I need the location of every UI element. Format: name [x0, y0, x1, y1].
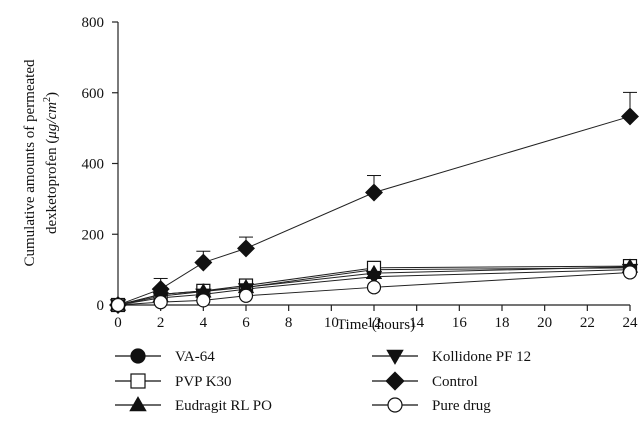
legend-marker-kollidone-pf-12: [386, 349, 404, 365]
y-axis-title-sup: 2: [42, 97, 53, 102]
legend-marker-control: [385, 371, 405, 391]
legend-item-eudragit-rl-po: Eudragit RL PO: [115, 396, 272, 414]
legend-label: Pure drug: [432, 398, 491, 414]
kollidone-pf-12-line: [117, 269, 631, 306]
x-tick-label: 14: [409, 315, 425, 331]
x-tick-label: 10: [324, 315, 339, 331]
y-tick-label: 0: [97, 298, 105, 314]
x-tick-label: 16: [452, 315, 468, 331]
legend-marker-va-64: [130, 348, 146, 364]
y-axis-title-2: dexketoprofen (μg/cm2): [42, 92, 60, 234]
series-markers: [109, 107, 639, 314]
x-tick-label: 22: [580, 315, 595, 331]
control-point: [237, 239, 255, 258]
y-tick-label: 600: [82, 86, 105, 102]
control-point: [621, 107, 639, 126]
pure-drug-point: [366, 280, 382, 295]
legend-label: VA-64: [175, 349, 215, 365]
legend-item-pvp-k30: PVP K30: [115, 373, 232, 390]
x-tick-label: 6: [242, 315, 250, 331]
x-tick-label: 12: [367, 315, 382, 331]
x-tick-label: 24: [623, 315, 639, 331]
y-axis-title-line1: Cumulative amounts of permeated: [22, 59, 38, 267]
x-tick-label: 8: [285, 315, 293, 331]
control-point: [365, 183, 383, 202]
x-axis-title: Time (hours): [337, 317, 415, 333]
legend-marker-pure-drug: [387, 397, 403, 413]
pure-drug-point: [622, 265, 638, 280]
y-axis-title-close: ): [44, 92, 60, 97]
kollidone-pf-12-point: [365, 270, 383, 286]
legend: VA-64 PVP K30 Eudragit RL PO Kollidone PF 1…: [115, 348, 531, 414]
legend-label: PVP K30: [175, 374, 232, 390]
control-point: [194, 253, 213, 272]
legend-label: Control: [432, 374, 478, 390]
y-tick-label: 800: [82, 15, 105, 31]
eudragit-rl-po-line: [117, 266, 631, 306]
y-axis-title-line2: dexketoprofen (: [44, 139, 60, 234]
control-line: [117, 115, 631, 306]
x-tick-label: 2: [157, 315, 165, 331]
x-tick-label: 20: [537, 315, 552, 331]
legend-item-va-64: VA-64: [115, 348, 215, 365]
legend-marker-eudragit-rl-po: [129, 396, 147, 412]
series-lines: [117, 115, 631, 306]
legend-marker-pvp-k30: [130, 373, 146, 389]
x-tick-label: 4: [200, 315, 208, 331]
x-tick-label: 18: [495, 315, 510, 331]
legend-item-kollidone-pf-12: Kollidone PF 12: [372, 349, 531, 365]
pure-drug-point: [110, 297, 126, 313]
legend-label: Eudragit RL PO: [175, 398, 272, 414]
pure-drug-point: [153, 295, 168, 310]
y-axis-title: Cumulative amounts of permeated: [22, 59, 38, 267]
legend-item-pure-drug: Pure drug: [372, 397, 491, 414]
y-axis-title-unit: μg/cm: [44, 102, 60, 140]
pvp-k30-line: [117, 265, 631, 306]
pure-drug-point: [196, 293, 211, 308]
legend-label: Kollidone PF 12: [432, 349, 531, 365]
pure-drug-line: [117, 271, 631, 306]
y-tick-label: 400: [82, 157, 105, 173]
y-tick-label: 200: [82, 227, 105, 243]
legend-item-control: Control: [372, 371, 478, 391]
pure-drug-point: [238, 288, 254, 303]
error-bars: [153, 91, 637, 290]
x-tick-label: 0: [114, 315, 122, 331]
